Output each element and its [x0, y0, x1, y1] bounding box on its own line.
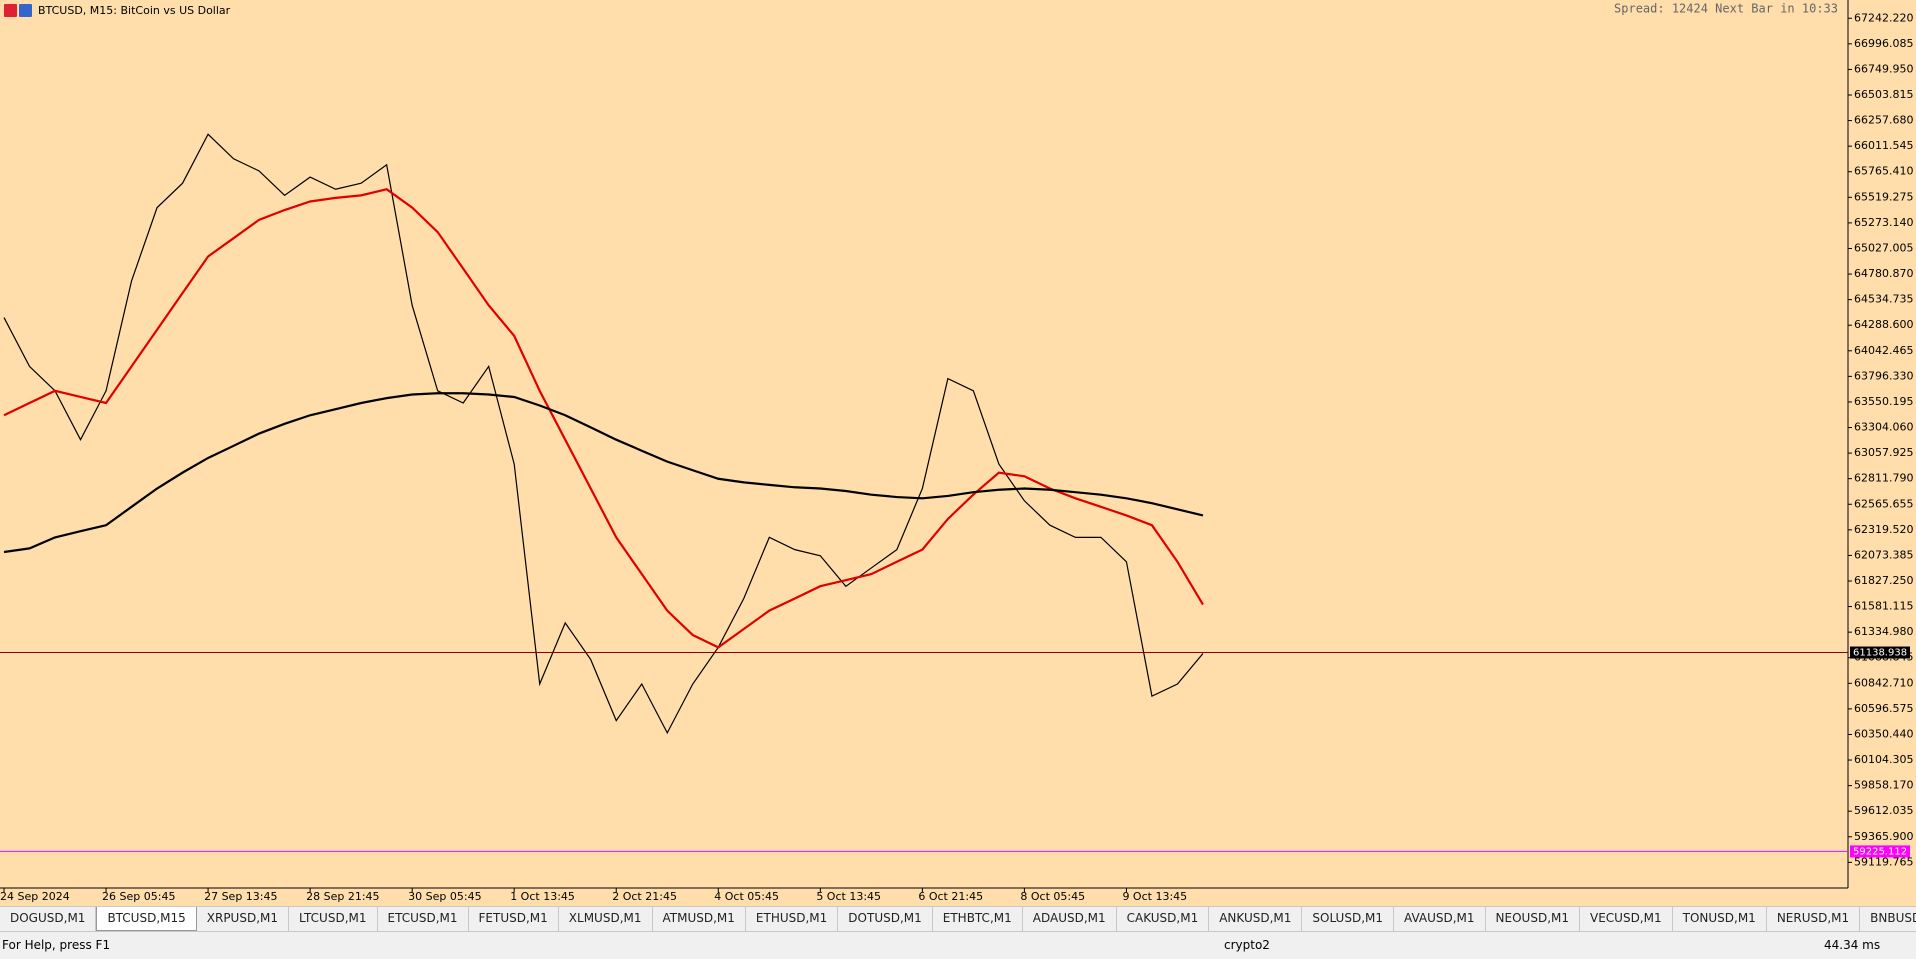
- symbol-tab[interactable]: TONUSD,M1: [1673, 907, 1767, 931]
- axis-background: [1848, 0, 1916, 906]
- y-tick-label: 67242.220: [1854, 11, 1914, 24]
- y-tick-label: 62319.520: [1854, 523, 1914, 536]
- x-tick-label: 5 Oct 13:45: [816, 890, 881, 903]
- symbol-tab[interactable]: SOLUSD,M1: [1302, 907, 1394, 931]
- price-label-box: [1850, 646, 1910, 659]
- y-tick-label: 65519.275: [1854, 190, 1914, 203]
- y-tick-label: 61581.115: [1854, 600, 1914, 613]
- y-tick-label: 63550.195: [1854, 395, 1914, 408]
- series-line: [3, 188, 1204, 649]
- symbol-tab[interactable]: DOTUSD,M1: [838, 907, 933, 931]
- y-tick-label: 63796.330: [1854, 369, 1914, 382]
- y-tick-label: 62811.790: [1854, 472, 1914, 485]
- x-tick-label: 2 Oct 21:45: [612, 890, 677, 903]
- y-tick-label: 65027.005: [1854, 241, 1914, 254]
- symbol-tab[interactable]: ADAUSD,M1: [1023, 907, 1117, 931]
- symbol-tab[interactable]: ETCUSD,M1: [378, 907, 469, 931]
- symbol-tab[interactable]: ETHUSD,M1: [746, 907, 839, 931]
- y-tick-label: 64288.600: [1854, 318, 1914, 331]
- symbol-tab[interactable]: LTCUSD,M1: [289, 907, 378, 931]
- tab-bar: DOGUSD,M1 BTCUSD,M15 XRPUSD,M1 LTCUSD,M1 ETC…: [0, 906, 1916, 931]
- symbol-tab[interactable]: BTCUSD,M15: [96, 907, 197, 931]
- series-line: [3, 392, 1204, 554]
- y-tick-label: 60350.440: [1854, 727, 1914, 740]
- axis-background: [0, 888, 1848, 906]
- x-tick-label: 28 Sep 21:45: [306, 890, 379, 903]
- y-tick-label: 65765.410: [1854, 165, 1914, 178]
- price-label-box: [1850, 845, 1910, 858]
- series-line: [3, 133, 1204, 735]
- y-tick-label: 60842.710: [1854, 676, 1914, 689]
- y-tick-label: 66749.950: [1854, 62, 1914, 75]
- profile-name: crypto2: [1224, 938, 1270, 952]
- symbol-tab[interactable]: ATMUSD,M1: [653, 907, 746, 931]
- plot-background: [0, 0, 1848, 888]
- x-tick-label: 6 Oct 21:45: [918, 890, 983, 903]
- x-tick-label: 8 Oct 05:45: [1020, 890, 1085, 903]
- symbol-tab[interactable]: VECUSD,M1: [1580, 907, 1673, 931]
- y-tick-label: 60596.575: [1854, 702, 1914, 715]
- status-bar: For Help, press F1 crypto2 44.34 ms: [0, 931, 1916, 959]
- y-tick-label: 59612.035: [1854, 804, 1914, 817]
- y-tick-label: 63304.060: [1854, 421, 1914, 434]
- y-tick-label: 64534.735: [1854, 293, 1914, 306]
- symbol-tab[interactable]: DOGUSD,M1: [0, 907, 97, 931]
- y-tick-label: 66996.085: [1854, 37, 1914, 50]
- y-tick-label: 59858.170: [1854, 779, 1914, 792]
- y-tick-label: 64780.870: [1854, 267, 1914, 280]
- symbol-tab[interactable]: XRPUSD,M1: [197, 907, 290, 931]
- y-tick-label: 63057.925: [1854, 446, 1914, 459]
- help-text: For Help, press F1: [2, 938, 111, 952]
- y-tick-label: 66503.815: [1854, 88, 1914, 101]
- y-tick-label: 65273.140: [1854, 216, 1914, 229]
- chart-title: BTCUSD, M15: BitCoin vs US Dollar: [38, 4, 231, 17]
- symbol-tab[interactable]: ANKUSD,M1: [1209, 907, 1303, 931]
- x-tick-label: 4 Oct 05:45: [714, 890, 779, 903]
- y-tick-label: 59119.765: [1854, 855, 1914, 868]
- x-tick-label: 27 Sep 13:45: [204, 890, 277, 903]
- y-tick-label: 59365.900: [1854, 830, 1914, 843]
- symbol-tab[interactable]: FETUSD,M1: [469, 907, 559, 931]
- symbol-tab[interactable]: BNBUSD,M1: [1860, 907, 1916, 931]
- price-label: 59225.112: [1853, 846, 1907, 857]
- ping: 44.34 ms: [1824, 938, 1881, 952]
- y-tick-label: 64042.465: [1854, 344, 1914, 357]
- price-label: 61138.938: [1853, 648, 1907, 659]
- symbol-tab[interactable]: NERUSD,M1: [1767, 907, 1861, 931]
- x-tick-label: 1 Oct 13:45: [510, 890, 575, 903]
- symbol-tab[interactable]: NEOUSD,M1: [1486, 907, 1580, 931]
- symbol-tab[interactable]: CAKUSD,M1: [1117, 907, 1210, 931]
- spread-info: Spread: 12424 Next Bar in 10:33: [1614, 2, 1838, 16]
- y-tick-label: 60104.305: [1854, 753, 1914, 766]
- app-icon: [4, 4, 32, 17]
- chart: BTCUSD, M15: BitCoin vs US Dollar Spread…: [0, 0, 1916, 906]
- x-tick-label: 26 Sep 05:45: [102, 890, 175, 903]
- y-tick-label: 62073.385: [1854, 548, 1914, 561]
- symbol-tab[interactable]: AVAUSD,M1: [1394, 907, 1486, 931]
- y-tick-label: 61334.980: [1854, 625, 1914, 638]
- x-tick-label: 9 Oct 13:45: [1122, 890, 1187, 903]
- y-tick-label: 62565.655: [1854, 497, 1914, 510]
- symbol-tab[interactable]: XLMUSD,M1: [559, 907, 653, 931]
- x-tick-label: 24 Sep 2024: [0, 890, 70, 903]
- y-tick-label: 61827.250: [1854, 574, 1914, 587]
- y-tick-label: 66257.680: [1854, 114, 1914, 127]
- x-tick-label: 30 Sep 05:45: [408, 890, 481, 903]
- symbol-tab[interactable]: ETHBTC,M1: [933, 907, 1023, 931]
- y-tick-label: 66011.545: [1854, 139, 1914, 152]
